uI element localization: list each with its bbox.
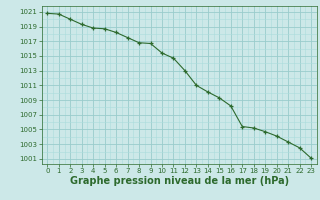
X-axis label: Graphe pression niveau de la mer (hPa): Graphe pression niveau de la mer (hPa) — [70, 176, 289, 186]
